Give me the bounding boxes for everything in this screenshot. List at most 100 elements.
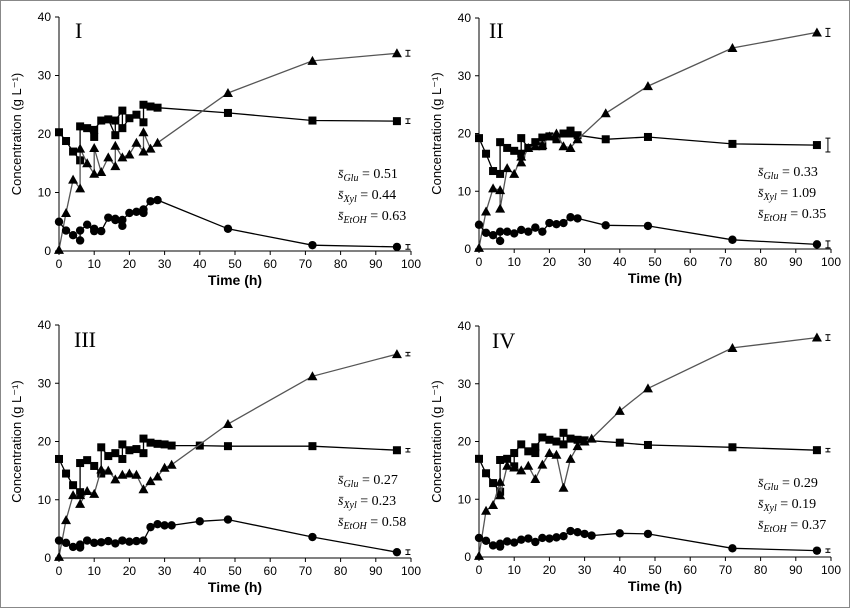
data-point-square [139, 449, 148, 458]
data-point-circle [566, 213, 575, 222]
series-circle [474, 526, 831, 555]
error-bar [825, 447, 831, 453]
data-point-triangle [551, 128, 562, 138]
data-point-square [76, 459, 85, 468]
data-point-square [132, 445, 141, 454]
x-tick-label: 60 [684, 255, 698, 269]
data-point-square [392, 446, 401, 455]
data-point-circle [545, 218, 554, 228]
data-point-square [139, 118, 148, 127]
data-point-square [69, 481, 78, 490]
y-tick-label: 20 [38, 127, 52, 141]
data-point-triangle [544, 131, 555, 141]
x-axis-label: Time (h) [628, 270, 682, 286]
data-point-triangle [474, 242, 484, 252]
data-point-square [97, 469, 106, 478]
data-point-circle [495, 236, 505, 246]
x-tick-label: 100 [821, 255, 841, 269]
data-point-triangle [68, 490, 79, 500]
data-point-circle [139, 205, 148, 214]
data-point-triangle [75, 143, 86, 153]
data-point-square [111, 131, 120, 140]
y-tick-label: 10 [38, 493, 52, 507]
data-point-circle [90, 538, 99, 548]
data-point-square [160, 440, 169, 449]
data-point-circle [104, 536, 113, 546]
series-square [55, 100, 411, 165]
data-point-circle [132, 536, 141, 546]
data-point-triangle [502, 460, 513, 470]
data-point-circle [82, 536, 92, 545]
x-tick-label: 20 [543, 255, 557, 269]
data-point-triangle [474, 550, 484, 560]
data-point-circle [615, 529, 624, 538]
data-point-circle [566, 526, 575, 536]
data-point-circle [153, 520, 162, 529]
data-point-square [76, 122, 85, 131]
data-point-circle [111, 539, 120, 548]
data-point-triangle [565, 453, 576, 463]
data-point-triangle [124, 149, 135, 159]
data-point-circle [728, 544, 737, 553]
data-point-square [538, 133, 547, 142]
data-point-triangle [152, 471, 163, 481]
data-point-triangle [600, 108, 611, 118]
data-point-triangle [509, 462, 520, 472]
data-point-square [573, 435, 582, 444]
data-point-circle [559, 218, 568, 228]
data-point-square [643, 132, 652, 141]
data-point-square [223, 108, 232, 117]
panel-label: I [75, 18, 82, 43]
data-point-circle [538, 533, 547, 543]
data-point-square [812, 141, 821, 150]
data-point-circle [643, 221, 653, 231]
x-tick-label: 40 [613, 563, 627, 577]
data-point-triangle [145, 143, 156, 153]
data-point-square [531, 443, 540, 452]
error-bar [825, 27, 831, 37]
data-point-triangle [481, 505, 492, 515]
data-point-square [118, 454, 127, 463]
x-tick-label: 80 [334, 257, 348, 271]
data-point-square [125, 114, 134, 123]
x-tick-label: 80 [754, 563, 768, 577]
x-tick-label: 80 [334, 564, 348, 578]
series-circle [54, 195, 411, 252]
stat-annotation: s̄Glu = 0.27 [338, 473, 398, 490]
y-axis-label: Concentration (g L⁻¹) [429, 72, 444, 194]
data-point-circle [160, 521, 169, 530]
data-point-circle [118, 215, 127, 225]
data-point-triangle [75, 490, 86, 500]
error-bar [825, 548, 831, 553]
data-point-triangle [586, 433, 597, 443]
data-point-circle [90, 224, 99, 233]
stat-annotation: s̄Xyl = 0.23 [338, 494, 396, 511]
series-triangle [474, 332, 831, 560]
x-tick-label: 40 [193, 564, 207, 578]
data-point-square [538, 433, 547, 442]
data-point-square [55, 128, 63, 137]
data-point-circle [118, 221, 127, 231]
data-point-triangle [481, 206, 492, 216]
x-tick-label: 70 [299, 257, 313, 271]
data-point-triangle [642, 383, 653, 393]
data-point-square [728, 139, 737, 148]
data-point-triangle [54, 244, 64, 254]
x-tick-label: 60 [684, 563, 698, 577]
data-point-triangle [495, 476, 506, 486]
y-tick-label: 40 [38, 10, 52, 24]
stat-annotation: s̄Glu = 0.29 [758, 476, 818, 493]
stat-annotation: s̄EtOH = 0.63 [338, 209, 406, 226]
data-point-triangle [131, 137, 142, 147]
x-tick-label: 10 [88, 257, 102, 271]
data-point-triangle [572, 134, 583, 144]
data-point-circle [573, 527, 582, 537]
error-bar [405, 549, 411, 556]
data-point-square [475, 454, 483, 463]
data-point-square [153, 103, 162, 112]
data-point-circle [495, 227, 505, 236]
data-point-square [118, 106, 127, 115]
